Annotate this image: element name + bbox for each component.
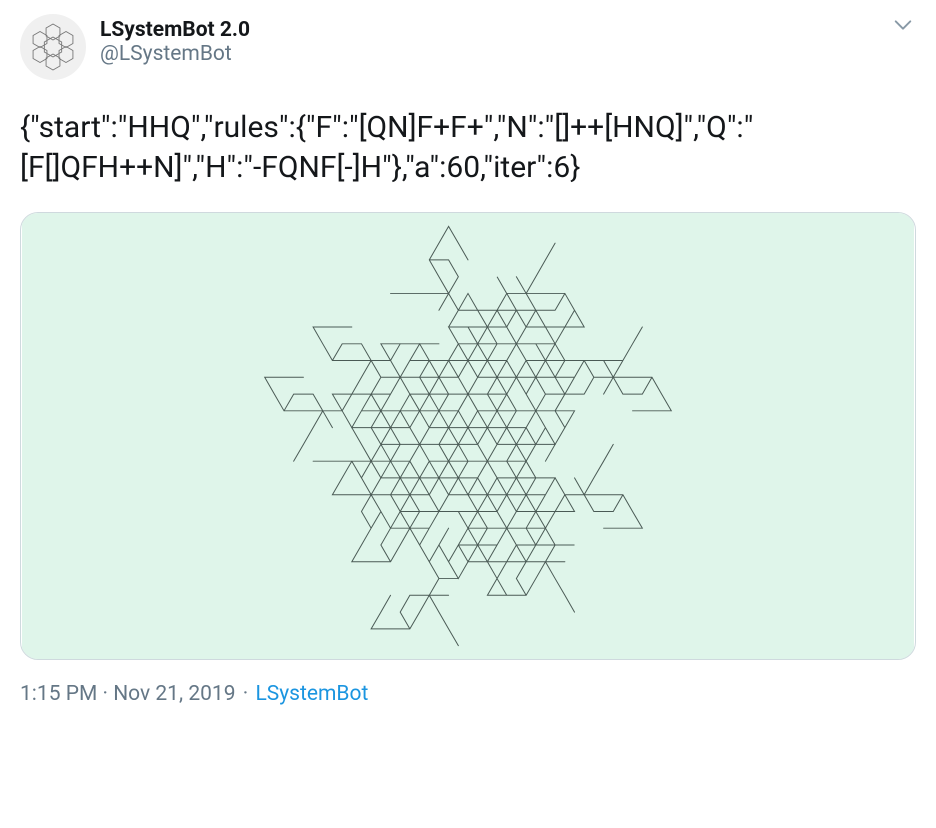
chevron-down-icon xyxy=(892,14,914,36)
handle: @LSystemBot xyxy=(100,42,250,66)
tweet-header: LSystemBot 2.0 @LSystemBot xyxy=(20,14,916,80)
author-block[interactable]: LSystemBot 2.0 @LSystemBot xyxy=(100,14,250,66)
tweet-text: {"start":"HHQ","rules":{"F":"[QN]F+F+","… xyxy=(20,108,916,188)
meta-separator: · xyxy=(241,682,256,706)
avatar[interactable] xyxy=(20,14,86,80)
tweet-meta: 1:15 PM · Nov 21, 2019 · LSystemBot xyxy=(20,682,916,706)
avatar-pattern-icon xyxy=(25,19,81,75)
display-name: LSystemBot 2.0 xyxy=(100,18,250,42)
lsystem-image xyxy=(21,213,915,659)
tweet-card: LSystemBot 2.0 @LSystemBot {"start":"HHQ… xyxy=(0,0,936,726)
source-app-link[interactable]: LSystemBot xyxy=(255,682,368,706)
timestamp[interactable]: 1:15 PM · Nov 21, 2019 xyxy=(20,682,236,706)
tweet-media[interactable] xyxy=(20,212,916,660)
more-options-button[interactable] xyxy=(892,14,914,40)
